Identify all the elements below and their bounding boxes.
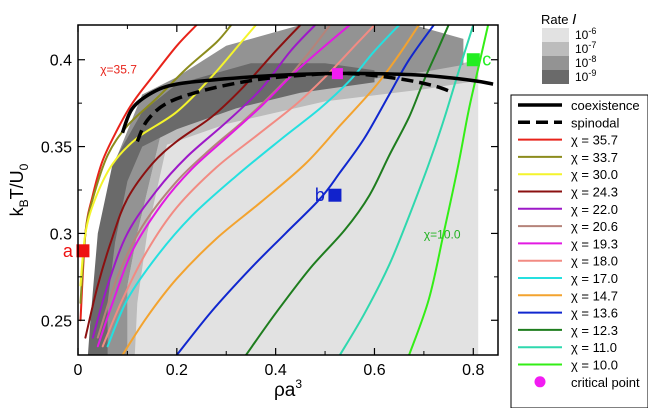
legend-label-2: χ = 35.7: [571, 133, 618, 148]
rate-legend-label-0: 10-6: [575, 26, 596, 42]
legend-label-4: χ = 30.0: [571, 167, 618, 182]
legend-label-13: χ = 12.3: [571, 323, 618, 338]
rate-regions: [87, 25, 479, 355]
legend-dot-16: [534, 376, 546, 388]
legend-label-7: χ = 20.6: [571, 219, 618, 234]
rate-legend-label-3: 10-9: [575, 68, 596, 84]
legend-label-11: χ = 14.7: [571, 288, 618, 303]
series-line-13: [408, 25, 490, 355]
legend-label-10: χ = 17.0: [571, 271, 618, 286]
y-axis-label: kBT/U0: [7, 163, 31, 216]
x-tick-label: 0: [74, 362, 83, 379]
legend-label-3: χ = 33.7: [571, 150, 618, 165]
series-line-10: [175, 25, 435, 355]
series-legend: coexistence spinodal χ = 35.7 χ = 33.7 χ = 3…: [510, 94, 648, 408]
x-tick-label: 0.2: [166, 362, 188, 379]
rate-legend-swatch-0: [542, 28, 569, 42]
y-tick-label: 0.35: [41, 140, 72, 157]
rate-legend-title: Rate I: [541, 11, 576, 28]
marker-a: [76, 244, 90, 258]
rate-legend-swatch-2: [542, 56, 569, 70]
series-line-4: [91, 25, 317, 339]
rate-region-3: [87, 63, 375, 355]
state-markers: a b c: [63, 50, 491, 261]
rate-legend-swatch-3: [542, 70, 569, 84]
marker-label-a: a: [63, 241, 74, 261]
legend-label-5: χ = 24.3: [571, 185, 618, 200]
x-tick-label: 0.8: [462, 362, 484, 379]
chart-annotations: χ=35.7 χ=10.0: [100, 63, 461, 242]
series-line-6: [96, 25, 351, 348]
x-tick-label: 0.6: [363, 362, 385, 379]
rate-legend: Rate I 10-610-710-810-9: [541, 11, 596, 84]
coexistence-line: [120, 71, 494, 134]
series-line-3: [84, 25, 302, 339]
x-axis-label: ρa3: [274, 377, 302, 401]
legend-label-12: χ = 13.6: [571, 306, 618, 321]
series-line-5: [96, 25, 331, 339]
legend-label-15: χ = 10.0: [571, 358, 618, 373]
y-tick-label: 0.3: [50, 226, 72, 243]
marker-label-c: c: [482, 50, 491, 70]
rate-legend-swatch-1: [542, 42, 569, 56]
series-line-7: [101, 25, 376, 348]
marker-c: [466, 53, 480, 67]
series-line-11: [245, 25, 450, 355]
x-tick-label: 0.4: [265, 362, 287, 379]
critical-point-marker: [331, 68, 343, 80]
rate-legend-label-2: 10-8: [575, 54, 596, 70]
legend-box: [510, 94, 648, 408]
rate-region-0: [127, 59, 479, 355]
legend-label-9: χ = 18.0: [571, 254, 618, 269]
annotation-1: χ=10.0: [424, 228, 461, 242]
marker-b: [328, 188, 342, 202]
series-line-9: [121, 25, 420, 355]
marker-label-b: b: [315, 185, 325, 205]
y-tick-label: 0.4: [50, 53, 72, 70]
series-line-8: [106, 25, 401, 348]
legend-label-8: χ = 19.3: [571, 236, 618, 251]
legend-label-0: coexistence: [571, 98, 640, 113]
rate-legend-label-1: 10-7: [575, 40, 596, 56]
legend-label-1: spinodal: [571, 115, 620, 130]
legend-label-14: χ = 11.0: [571, 340, 617, 355]
axes: 0 0.2 0.4 0.6 0.8 0.25 0.3 0.35 0.4: [41, 25, 498, 379]
legend-label-6: χ = 22.0: [571, 202, 618, 217]
chi-series-lines: [79, 25, 490, 355]
series-line-12: [338, 25, 475, 355]
y-tick-label: 0.25: [41, 313, 72, 330]
annotation-0: χ=35.7: [100, 63, 137, 77]
phase-boundaries: [120, 71, 494, 143]
legend-label-16: critical point: [571, 375, 640, 390]
